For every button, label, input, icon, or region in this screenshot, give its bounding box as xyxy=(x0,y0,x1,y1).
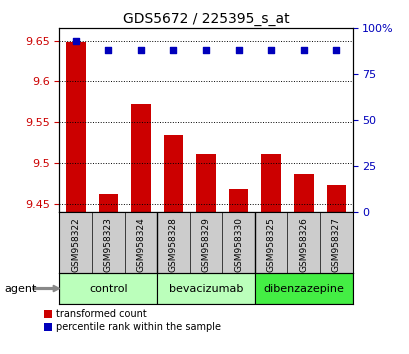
Point xyxy=(300,47,306,53)
Text: GSM958327: GSM958327 xyxy=(331,217,340,272)
Bar xyxy=(59,273,157,304)
Text: GSM958325: GSM958325 xyxy=(266,217,275,272)
Legend: transformed count, percentile rank within the sample: transformed count, percentile rank withi… xyxy=(44,309,221,332)
Bar xyxy=(131,104,150,212)
Text: GSM958330: GSM958330 xyxy=(234,217,243,272)
Point xyxy=(72,38,79,44)
Bar xyxy=(326,185,345,212)
Point xyxy=(137,47,144,53)
Point xyxy=(332,47,339,53)
Bar xyxy=(196,154,215,212)
Bar xyxy=(293,174,313,212)
Text: GSM958329: GSM958329 xyxy=(201,217,210,272)
Title: GDS5672 / 225395_s_at: GDS5672 / 225395_s_at xyxy=(122,12,289,26)
Point xyxy=(235,47,241,53)
Text: GSM958323: GSM958323 xyxy=(103,217,112,272)
Point xyxy=(202,47,209,53)
Text: control: control xyxy=(89,284,127,293)
Bar xyxy=(261,154,280,212)
Text: agent: agent xyxy=(4,284,36,293)
Text: dibenzazepine: dibenzazepine xyxy=(263,284,343,293)
Text: bevacizumab: bevacizumab xyxy=(169,284,243,293)
Bar xyxy=(228,189,248,212)
Text: GSM958326: GSM958326 xyxy=(299,217,308,272)
Bar xyxy=(163,135,183,212)
Point xyxy=(170,47,176,53)
Text: GSM958324: GSM958324 xyxy=(136,217,145,272)
Point xyxy=(267,47,274,53)
Bar xyxy=(157,273,254,304)
Bar xyxy=(98,194,118,212)
Text: GSM958322: GSM958322 xyxy=(71,217,80,272)
Bar xyxy=(254,273,352,304)
Bar xyxy=(66,42,85,212)
Point xyxy=(105,47,111,53)
Text: GSM958328: GSM958328 xyxy=(169,217,178,272)
